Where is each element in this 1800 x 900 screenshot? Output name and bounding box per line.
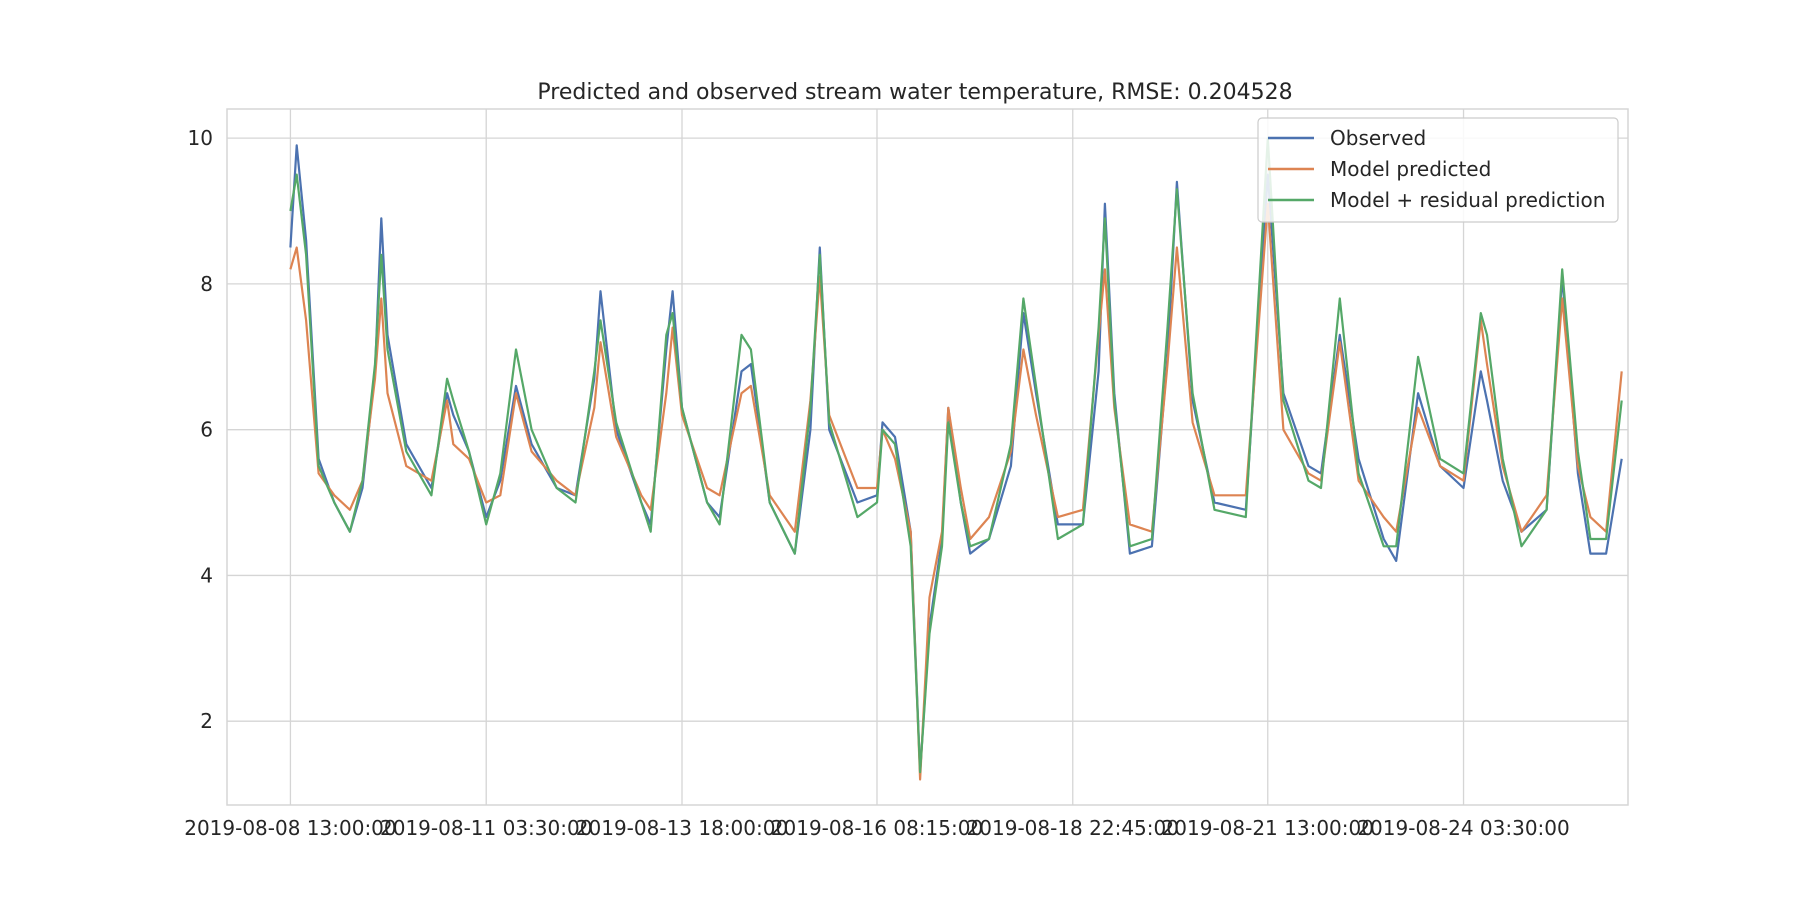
legend: Observed Model predicted Model + residual … [1257,117,1619,223]
series-lines [289,137,1623,781]
x-tick-label: 2019-08-16 08:15:00 [771,816,983,840]
chart-title: Predicted and observed stream water temp… [537,80,1292,105]
series-line-2 [289,202,1623,781]
x-tick-label: 2019-08-11 03:30:00 [380,816,592,840]
y-tick-label: 10 [188,126,213,150]
y-tick-label: 2 [200,709,213,733]
legend-label: Observed [1330,126,1426,150]
y-tick-label: 4 [200,563,213,587]
x-tick-label: 2019-08-21 13:00:00 [1162,816,1374,840]
y-tick-label: 8 [200,272,213,296]
legend-box [1257,117,1619,223]
plot-area-frame [226,108,1629,806]
legend-label: Model + residual prediction [1330,188,1605,212]
series-line-3 [289,137,1623,774]
x-tick-label: 2019-08-18 22:45:00 [967,816,1179,840]
legend-label: Model predicted [1330,157,1491,181]
x-tick-label: 2019-08-13 18:00:00 [576,816,788,840]
x-tick-label: 2019-08-24 03:30:00 [1357,816,1569,840]
x-tick-label: 2019-08-08 13:00:00 [184,816,396,840]
y-tick-label: 6 [200,418,213,442]
